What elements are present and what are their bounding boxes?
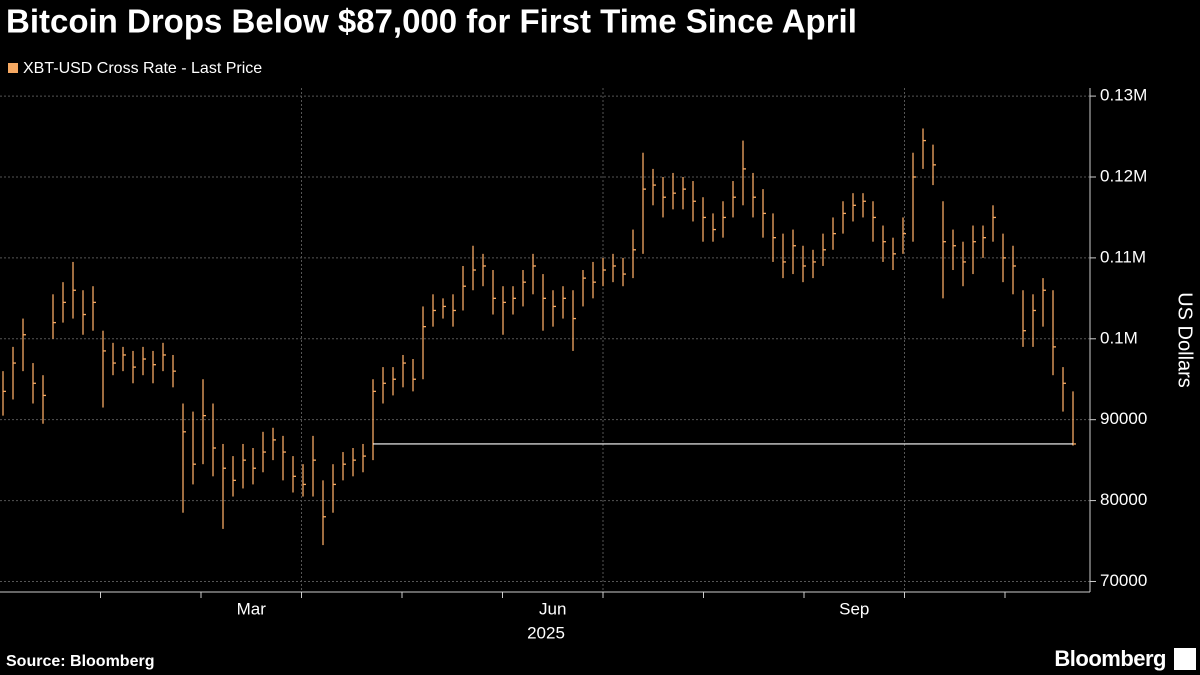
y-tick-label: 70000: [1100, 571, 1147, 590]
y-tick-label: 0.12M: [1100, 166, 1147, 185]
y-tick-label: 0.13M: [1100, 86, 1147, 105]
x-tick-label: Jun: [539, 599, 566, 618]
y-axis-label: US Dollars: [1174, 292, 1196, 388]
year-label: 2025: [527, 623, 565, 642]
x-tick-label: Mar: [237, 599, 267, 618]
y-tick-label: 90000: [1100, 409, 1147, 428]
x-tick-label: Sep: [839, 599, 869, 618]
brand-icon: [1174, 648, 1196, 670]
brand: Bloomberg: [1054, 646, 1166, 671]
legend-label: XBT-USD Cross Rate - Last Price: [23, 60, 262, 77]
chart-title: Bitcoin Drops Below $87,000 for First Ti…: [6, 3, 857, 40]
y-tick-label: 0.1M: [1100, 328, 1138, 347]
source: Source: Bloomberg: [6, 653, 154, 670]
legend-swatch: [8, 63, 18, 73]
y-tick-label: 80000: [1100, 490, 1147, 509]
y-tick-label: 0.11M: [1100, 247, 1146, 266]
